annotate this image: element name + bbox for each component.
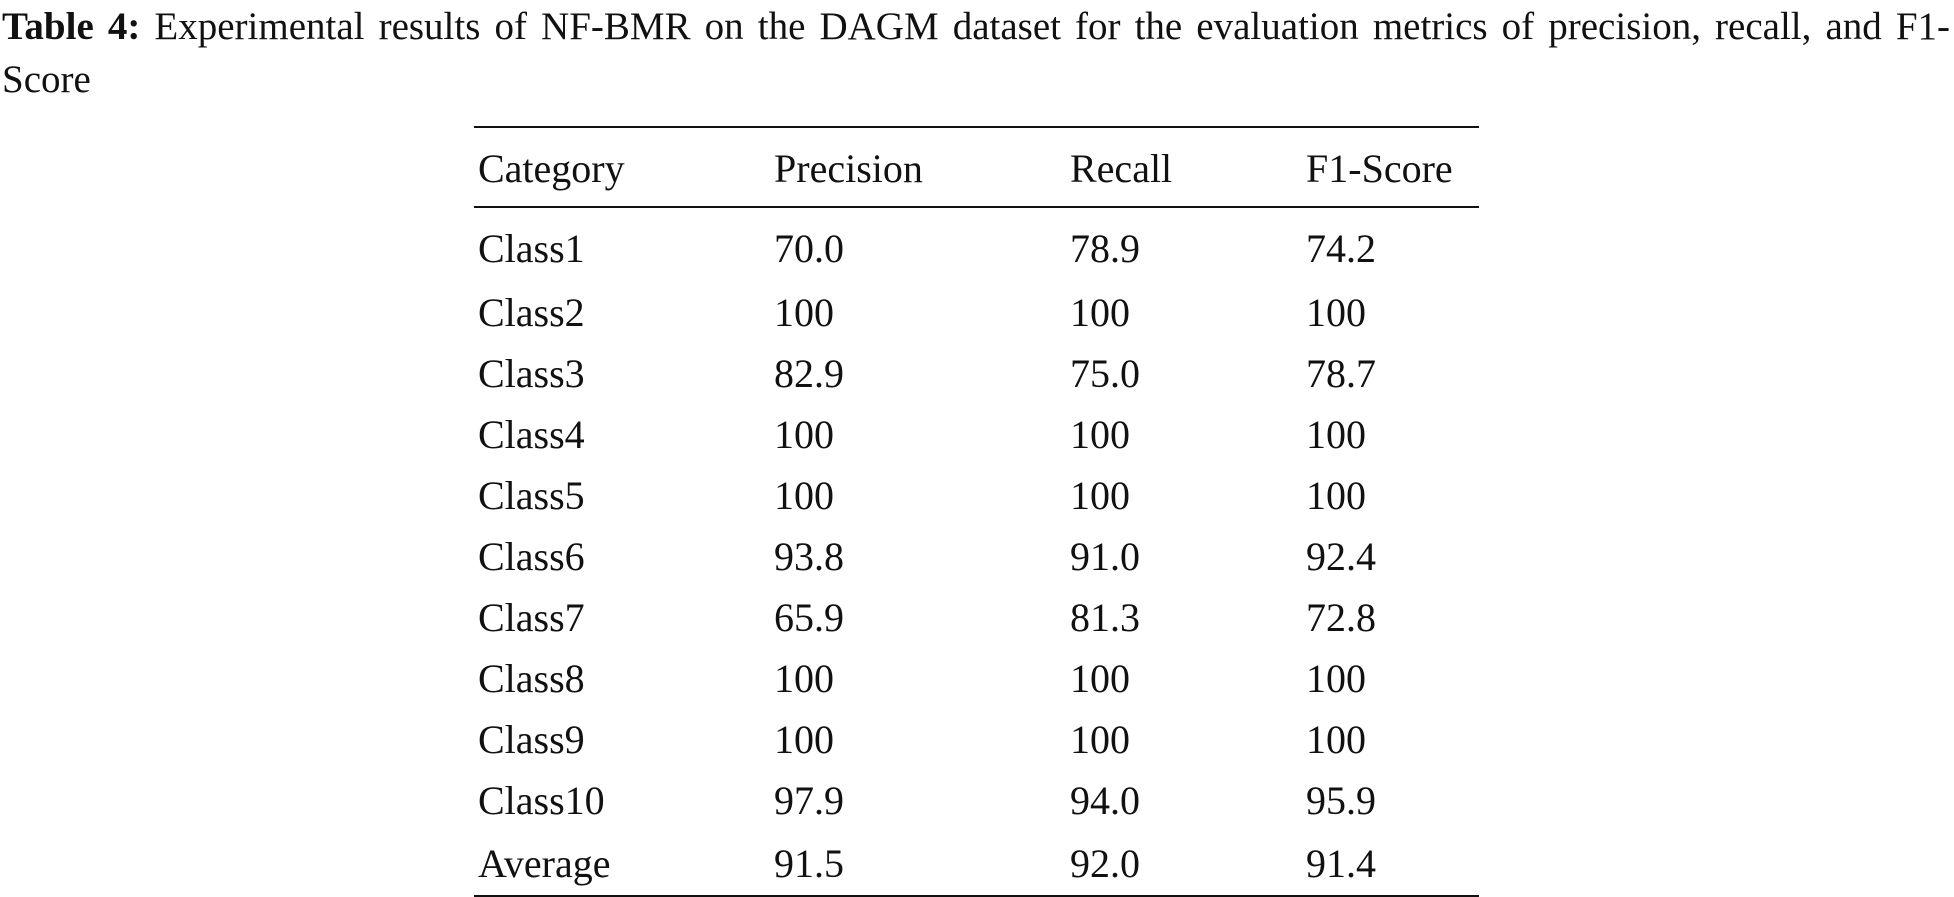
table-row: Class1 70.0 78.9 74.2 (474, 207, 1479, 282)
results-table: Category Precision Recall F1-Score Class… (474, 126, 1479, 897)
cell-category: Class1 (478, 225, 585, 271)
cell-f1-score: 100 (1306, 412, 1366, 457)
table-body: Class1 70.0 78.9 74.2 Class2 100 100 100 Class3 8… (474, 207, 1479, 896)
column-header-recall: Recall (1070, 145, 1173, 191)
table-row: Class7 65.9 81.3 72.8 (474, 587, 1479, 648)
cell-recall: 100 (1070, 290, 1130, 335)
cell-recall: 92.0 (1070, 840, 1140, 886)
cell-f1-score: 72.8 (1306, 595, 1376, 640)
cell-f1-score: 74.2 (1306, 225, 1376, 271)
cell-precision: 100 (774, 412, 834, 457)
cell-category: Class10 (478, 778, 605, 823)
table-row: Class8 100 100 100 (474, 648, 1479, 709)
column-header-precision: Precision (774, 145, 923, 191)
cell-category: Average (478, 840, 611, 886)
table-row: Class9 100 100 100 (474, 709, 1479, 770)
cell-category: Class9 (478, 717, 585, 762)
cell-precision: 100 (774, 473, 834, 518)
cell-category: Class4 (478, 412, 585, 457)
cell-recall: 81.3 (1070, 595, 1140, 640)
cell-precision: 100 (774, 717, 834, 762)
column-header-category: Category (478, 145, 625, 191)
cell-recall: 94.0 (1070, 778, 1140, 823)
cell-category: Class8 (478, 656, 585, 701)
results-table-container: Category Precision Recall F1-Score Class… (474, 126, 1479, 897)
table-row: Class3 82.9 75.0 78.7 (474, 343, 1479, 404)
cell-precision: 93.8 (774, 534, 844, 579)
cell-precision: 82.9 (774, 351, 844, 396)
cell-f1-score: 100 (1306, 717, 1366, 762)
cell-f1-score: 91.4 (1306, 840, 1376, 886)
cell-precision: 100 (774, 290, 834, 335)
cell-f1-score: 95.9 (1306, 778, 1376, 823)
cell-f1-score: 92.4 (1306, 534, 1376, 579)
cell-f1-score: 100 (1306, 473, 1366, 518)
cell-recall: 100 (1070, 717, 1130, 762)
cell-recall: 100 (1070, 656, 1130, 701)
cell-precision: 100 (774, 656, 834, 701)
cell-precision: 65.9 (774, 595, 844, 640)
caption-label: Table 4: (2, 5, 141, 48)
cell-recall: 75.0 (1070, 351, 1140, 396)
cell-category: Class3 (478, 351, 585, 396)
column-header-f1-score: F1-Score (1306, 145, 1453, 191)
cell-precision: 70.0 (774, 225, 844, 271)
cell-precision: 91.5 (774, 840, 844, 886)
cell-category: Class2 (478, 290, 585, 335)
table-row: Class10 97.9 94.0 95.9 (474, 770, 1479, 831)
table-row: Average 91.5 92.0 91.4 (474, 831, 1479, 896)
cell-recall: 78.9 (1070, 225, 1140, 271)
caption-text: Experimental results of NF-BMR on the DA… (2, 5, 1950, 101)
cell-recall: 91.0 (1070, 534, 1140, 579)
cell-recall: 100 (1070, 412, 1130, 457)
cell-recall: 100 (1070, 473, 1130, 518)
table-row: Class4 100 100 100 (474, 404, 1479, 465)
cell-category: Class5 (478, 473, 585, 518)
cell-f1-score: 100 (1306, 290, 1366, 335)
cell-f1-score: 100 (1306, 656, 1366, 701)
table-row: Class5 100 100 100 (474, 465, 1479, 526)
table-caption: Table 4: Experimental results of NF-BMR … (2, 0, 1950, 106)
table-row: Class6 93.8 91.0 92.4 (474, 526, 1479, 587)
cell-f1-score: 78.7 (1306, 351, 1376, 396)
cell-precision: 97.9 (774, 778, 844, 823)
cell-category: Class7 (478, 595, 585, 640)
header-row: Category Precision Recall F1-Score (474, 127, 1479, 207)
table-row: Class2 100 100 100 (474, 282, 1479, 343)
table-header: Category Precision Recall F1-Score (474, 127, 1479, 207)
cell-category: Class6 (478, 534, 585, 579)
